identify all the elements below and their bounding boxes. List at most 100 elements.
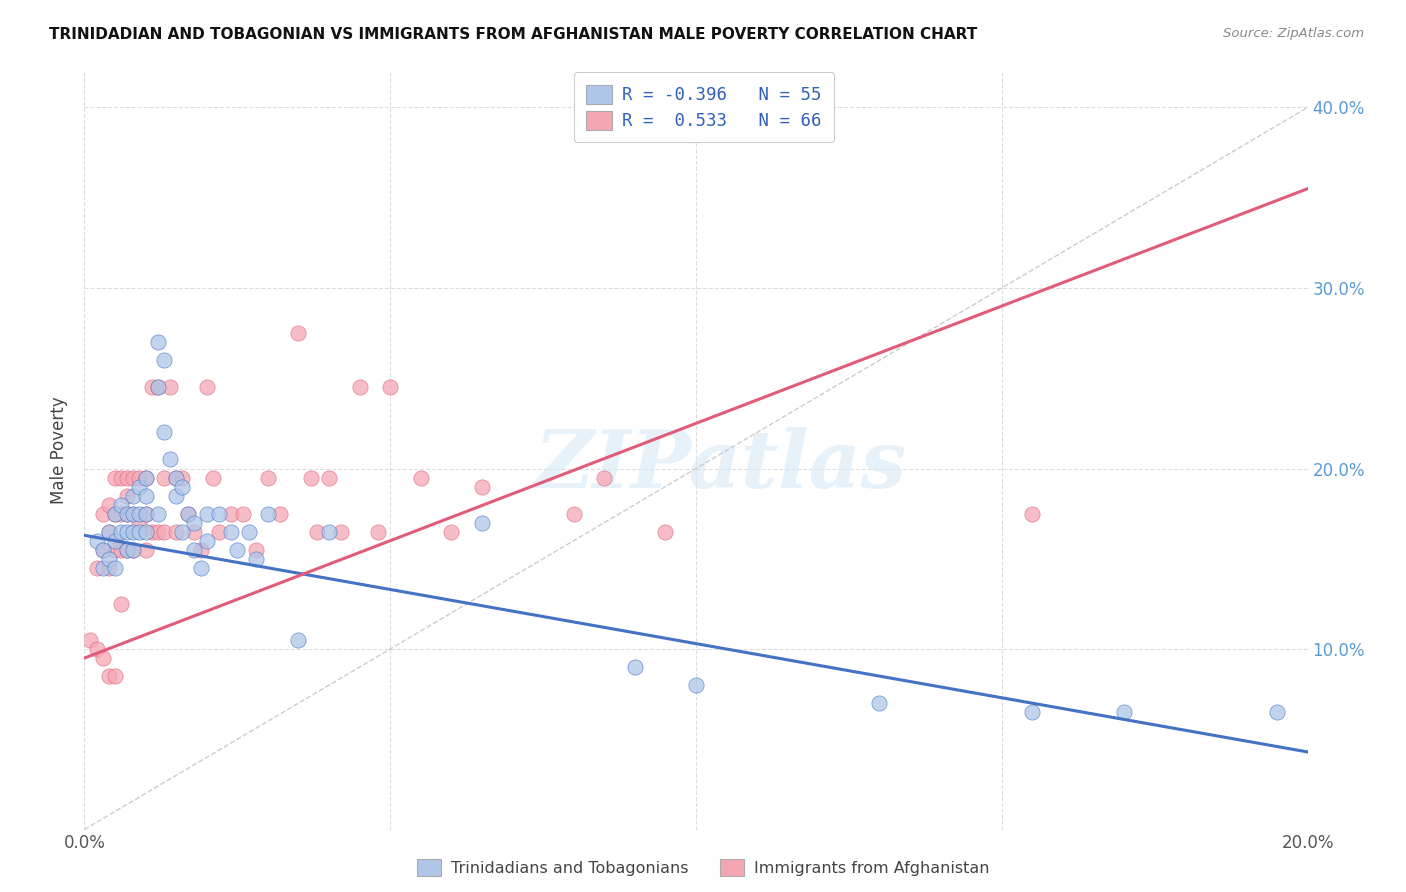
Point <box>97 669 120 683</box>
Point <box>153 470 176 484</box>
Point <box>104 533 127 548</box>
Point <box>593 470 616 484</box>
Point <box>195 533 218 548</box>
Point <box>349 380 371 394</box>
Point <box>122 470 145 484</box>
Point <box>86 561 108 575</box>
Point <box>86 533 108 548</box>
Legend: Trinidadians and Tobagonians, Immigrants from Afghanistan: Trinidadians and Tobagonians, Immigrants… <box>409 852 997 884</box>
Point <box>128 479 150 493</box>
Point <box>115 542 138 557</box>
Point <box>219 507 242 521</box>
Point <box>115 542 138 557</box>
Point <box>183 542 205 557</box>
Point <box>869 696 891 710</box>
Point <box>115 470 138 484</box>
Point <box>190 542 212 557</box>
Point <box>122 524 145 539</box>
Point <box>287 633 309 648</box>
Point <box>115 524 138 539</box>
Point <box>110 498 132 512</box>
Point <box>287 326 309 340</box>
Point <box>172 470 194 484</box>
Point <box>91 651 114 665</box>
Legend: R = -0.396   N = 55, R =  0.533   N = 66: R = -0.396 N = 55, R = 0.533 N = 66 <box>574 72 834 142</box>
Point <box>269 507 291 521</box>
Point <box>135 542 157 557</box>
Point <box>153 524 176 539</box>
Point <box>318 524 340 539</box>
Point <box>172 479 194 493</box>
Point <box>91 561 114 575</box>
Point <box>219 524 242 539</box>
Text: ZIPatlas: ZIPatlas <box>534 427 907 504</box>
Point <box>97 551 120 566</box>
Point <box>153 425 176 440</box>
Point <box>330 524 353 539</box>
Point <box>122 542 145 557</box>
Point <box>146 524 169 539</box>
Point <box>1114 705 1136 719</box>
Point <box>146 380 169 394</box>
Point <box>104 507 127 521</box>
Point <box>159 380 181 394</box>
Point <box>86 642 108 657</box>
Point <box>165 524 187 539</box>
Point <box>135 470 157 484</box>
Point <box>135 489 157 503</box>
Point <box>135 507 157 521</box>
Point <box>153 353 176 368</box>
Point <box>110 507 132 521</box>
Point <box>183 516 205 530</box>
Point <box>257 507 280 521</box>
Point <box>172 524 194 539</box>
Point <box>440 524 463 539</box>
Point <box>128 507 150 521</box>
Point <box>208 524 231 539</box>
Point <box>226 542 249 557</box>
Point <box>177 507 200 521</box>
Point <box>110 542 132 557</box>
Text: Source: ZipAtlas.com: Source: ZipAtlas.com <box>1223 27 1364 40</box>
Point <box>115 507 138 521</box>
Point <box>97 561 120 575</box>
Point <box>97 524 120 539</box>
Point <box>128 516 150 530</box>
Point <box>159 452 181 467</box>
Point <box>1021 705 1043 719</box>
Point <box>654 524 676 539</box>
Point <box>409 470 432 484</box>
Point <box>299 470 322 484</box>
Point <box>195 507 218 521</box>
Point <box>245 542 267 557</box>
Point <box>104 507 127 521</box>
Point <box>128 470 150 484</box>
Point <box>1265 705 1288 719</box>
Point <box>128 524 150 539</box>
Point <box>104 470 127 484</box>
Point <box>79 633 101 648</box>
Point <box>177 507 200 521</box>
Point <box>146 380 169 394</box>
Point <box>104 561 127 575</box>
Point <box>141 380 163 394</box>
Point <box>1021 507 1043 521</box>
Point <box>91 542 114 557</box>
Point <box>195 380 218 394</box>
Point <box>146 507 169 521</box>
Point <box>190 561 212 575</box>
Point <box>562 507 585 521</box>
Point <box>165 489 187 503</box>
Point <box>135 470 157 484</box>
Point <box>305 524 328 539</box>
Point <box>97 498 120 512</box>
Point <box>685 678 707 692</box>
Point <box>110 524 132 539</box>
Point <box>97 524 120 539</box>
Point <box>122 489 145 503</box>
Point <box>165 470 187 484</box>
Point <box>122 507 145 521</box>
Point <box>201 470 224 484</box>
Point <box>110 597 132 611</box>
Point <box>208 507 231 521</box>
